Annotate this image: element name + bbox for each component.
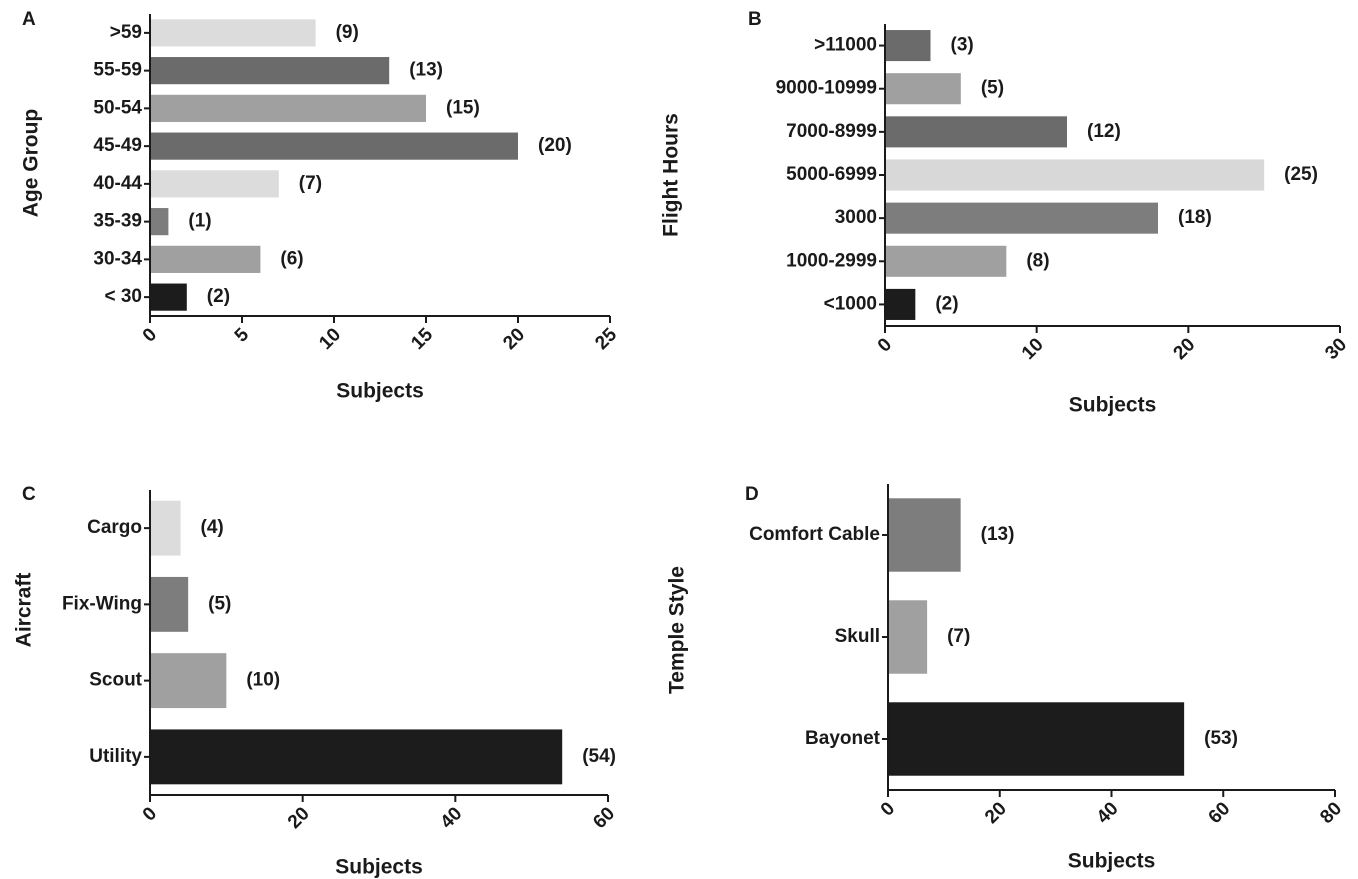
x-tick-label: 30	[1321, 334, 1351, 364]
y-tick-label: 3000	[835, 207, 877, 228]
y-tick-label: Scout	[89, 670, 142, 691]
y-tick-label: <1000	[824, 293, 877, 314]
y-axis-title: Age Group	[20, 109, 43, 218]
value-label: (20)	[538, 135, 572, 156]
bar	[150, 57, 390, 85]
value-label: (13)	[409, 60, 443, 81]
x-tick-label: 40	[437, 803, 467, 833]
bar	[885, 30, 931, 62]
bar	[885, 73, 961, 105]
y-axis-title: Temple Style	[666, 566, 689, 694]
bar	[150, 500, 181, 556]
x-tick-label: 25	[591, 324, 621, 354]
y-axis-title: Aircraft	[13, 573, 36, 648]
value-label: (10)	[246, 670, 280, 691]
bar	[885, 116, 1067, 148]
x-tick-label: 60	[589, 803, 619, 833]
value-label: (7)	[947, 626, 970, 647]
value-label: (8)	[1026, 250, 1049, 271]
x-tick-label: 10	[315, 324, 345, 354]
x-axis-title: Subjects	[1068, 850, 1156, 873]
x-axis-title: Subjects	[336, 380, 424, 403]
x-tick-label: 10	[1018, 334, 1048, 364]
y-tick-label: 7000-8999	[786, 121, 877, 142]
y-tick-label: 50-54	[93, 97, 142, 118]
value-label: (1)	[188, 211, 211, 232]
y-tick-label: 30-34	[93, 248, 142, 269]
y-tick-label: < 30	[104, 286, 142, 307]
bar	[150, 208, 169, 236]
value-label: (13)	[981, 524, 1015, 545]
value-label: (25)	[1284, 164, 1318, 185]
x-tick-label: 40	[1093, 798, 1123, 828]
bar	[150, 245, 261, 273]
x-tick-label: 0	[139, 803, 161, 825]
value-label: (9)	[336, 22, 359, 43]
x-tick-label: 15	[407, 324, 437, 354]
bar	[885, 288, 916, 320]
value-label: (5)	[208, 593, 231, 614]
bar	[150, 729, 563, 785]
y-tick-label: 55-59	[93, 60, 142, 81]
y-tick-label: >11000	[814, 35, 877, 56]
x-tick-label: 20	[1170, 334, 1200, 364]
value-label: (2)	[207, 286, 230, 307]
y-tick-label: 35-39	[93, 211, 142, 232]
bar	[150, 132, 518, 160]
value-label: (53)	[1204, 728, 1238, 749]
x-axis-title: Subjects	[1069, 394, 1157, 417]
value-label: (12)	[1087, 121, 1121, 142]
panel-letter: D	[745, 484, 759, 505]
bar	[885, 245, 1007, 277]
panel-letter: A	[22, 9, 36, 30]
y-tick-label: 45-49	[93, 135, 142, 156]
value-label: (2)	[935, 293, 958, 314]
bar	[150, 653, 227, 709]
x-axis-title: Subjects	[335, 856, 423, 879]
value-label: (6)	[280, 248, 303, 269]
y-tick-label: Skull	[835, 626, 880, 647]
bar	[885, 159, 1265, 191]
x-tick-label: 0	[874, 334, 896, 356]
x-tick-label: 0	[139, 324, 161, 346]
bar	[888, 498, 961, 572]
value-label: (18)	[1178, 207, 1212, 228]
y-tick-label: Fix-Wing	[62, 593, 142, 614]
y-tick-label: Comfort Cable	[749, 524, 880, 545]
y-tick-label: 40-44	[93, 173, 142, 194]
value-label: (7)	[299, 173, 322, 194]
y-axis-title: Flight Hours	[660, 113, 683, 237]
bar	[885, 202, 1158, 234]
x-tick-label: 80	[1316, 798, 1346, 828]
y-tick-label: >59	[110, 22, 142, 43]
y-tick-label: 9000-10999	[776, 78, 877, 99]
value-label: (15)	[446, 97, 480, 118]
bar	[150, 19, 316, 47]
x-tick-label: 5	[231, 324, 254, 347]
value-label: (4)	[201, 517, 224, 538]
bar	[150, 576, 189, 632]
y-tick-label: Utility	[89, 746, 142, 767]
x-tick-label: 0	[877, 798, 899, 820]
bar	[888, 600, 928, 674]
y-tick-label: 5000-6999	[786, 164, 877, 185]
bar	[150, 170, 279, 198]
y-tick-label: Bayonet	[805, 728, 881, 749]
bar	[150, 94, 426, 122]
panel-letter: C	[22, 484, 36, 505]
bar	[150, 283, 187, 311]
y-tick-label: 1000-2999	[786, 250, 877, 271]
value-label: (54)	[582, 746, 616, 767]
x-tick-label: 20	[981, 798, 1011, 828]
panel-letter: B	[748, 9, 762, 30]
y-tick-label: Cargo	[87, 517, 142, 538]
bar	[888, 702, 1185, 776]
value-label: (5)	[981, 78, 1004, 99]
x-tick-label: 20	[499, 324, 529, 354]
value-label: (3)	[951, 35, 974, 56]
x-tick-label: 60	[1205, 798, 1235, 828]
x-tick-label: 20	[284, 803, 314, 833]
